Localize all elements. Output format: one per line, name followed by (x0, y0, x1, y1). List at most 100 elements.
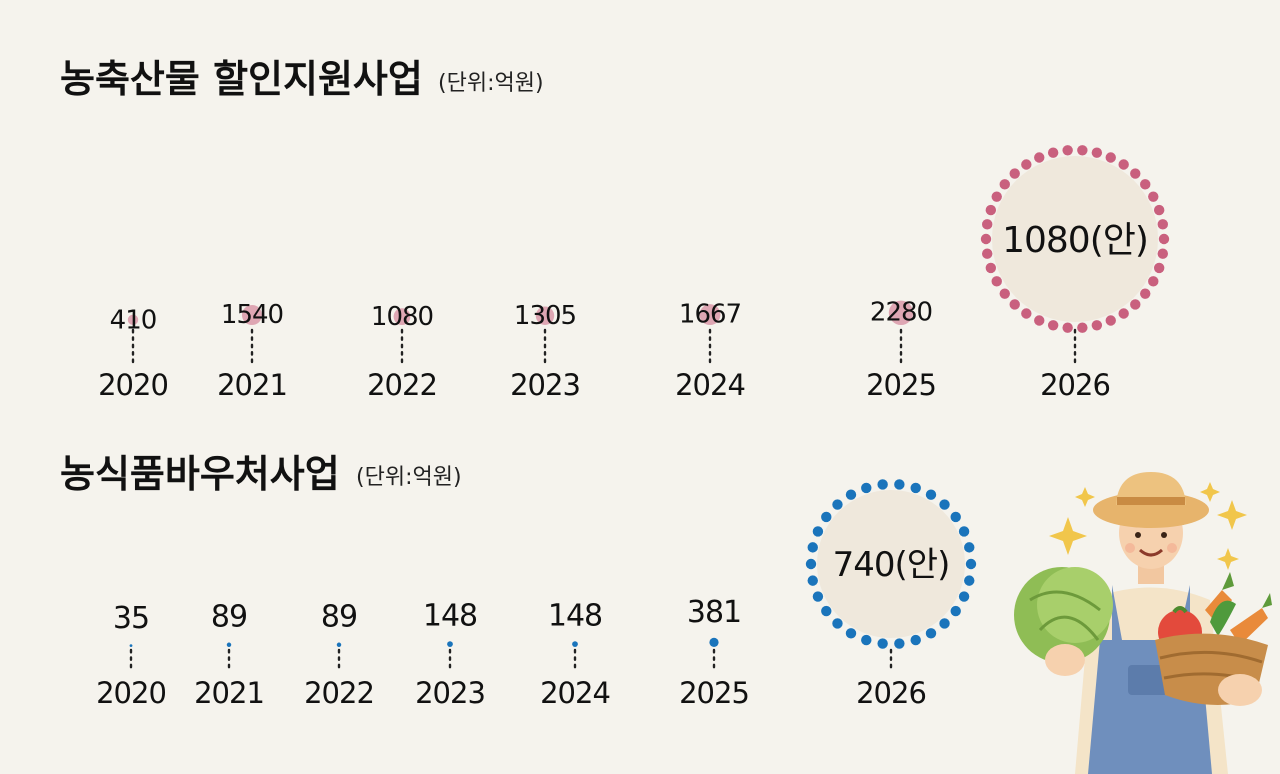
bubble (447, 641, 453, 647)
value-label: 1667 (679, 300, 741, 330)
border-dot (861, 482, 872, 494)
border-dot (1034, 315, 1045, 326)
border-dot (821, 511, 832, 523)
border-dot (807, 575, 818, 586)
proposed-bubble (817, 490, 965, 638)
border-dot (877, 479, 888, 490)
bubble (226, 642, 232, 647)
year-label: 2020 (98, 368, 168, 402)
border-dot (812, 526, 824, 537)
border-dot (1047, 147, 1059, 158)
proposed-bubble (992, 156, 1158, 322)
border-dot (1009, 299, 1020, 310)
border-dot (980, 233, 992, 245)
farmer-with-vegetables-illustration (1014, 472, 1272, 774)
proposed-dotted-border (805, 479, 977, 649)
year-label: 2025 (679, 676, 749, 710)
border-dot (1157, 248, 1168, 259)
bubble (709, 637, 719, 648)
year-label: 2026 (1040, 368, 1110, 402)
border-dot (939, 618, 950, 629)
border-dot (982, 219, 993, 230)
year-label: 2025 (866, 368, 936, 402)
year-label: 2022 (304, 676, 374, 710)
border-dot (991, 191, 1002, 202)
chart1-bubbles: 410 2020 1540 2021 1080 2022 1305 2023 1667 2024 2… (98, 145, 1170, 402)
border-dot (812, 591, 824, 602)
bubble (336, 642, 342, 647)
year-label: 2021 (194, 676, 264, 710)
border-dot (1062, 322, 1073, 333)
value-label: 1540 (221, 300, 283, 330)
border-dot (939, 499, 950, 510)
bubble (572, 641, 578, 647)
border-dot (925, 628, 937, 639)
border-dot (1077, 145, 1088, 156)
bubble (241, 304, 263, 325)
border-dot (1091, 147, 1103, 158)
border-dot (910, 634, 921, 646)
year-label: 2026 (856, 676, 926, 710)
value-label: 740(안) (833, 545, 950, 585)
border-dot (991, 276, 1002, 287)
chart2-unit: (단위:억원) (356, 465, 462, 490)
border-dot (861, 634, 872, 646)
year-label: 2023 (415, 676, 485, 710)
year-label: 2024 (540, 676, 610, 710)
proposed-dotted-border (980, 145, 1170, 333)
border-dot (1062, 145, 1073, 156)
border-dot (950, 605, 961, 617)
bubble (129, 644, 133, 648)
border-dot (845, 628, 857, 639)
border-dot (877, 638, 888, 649)
chart1-unit: (단위:억원) (438, 71, 544, 96)
year-label: 2024 (675, 368, 745, 402)
bubble (699, 304, 721, 325)
border-dot (958, 591, 970, 602)
border-dot (1091, 320, 1103, 331)
border-dot (832, 618, 843, 629)
chart2-bubbles: 35 2020 89 2021 89 2022 148 2023 148 2024 381 2025 7… (96, 479, 977, 710)
border-dot (1021, 159, 1032, 170)
border-dot (1118, 159, 1129, 170)
border-dot (1153, 262, 1165, 274)
border-dot (985, 262, 997, 274)
value-label: 89 (211, 600, 247, 635)
year-label: 2020 (96, 676, 166, 710)
border-dot (1047, 320, 1059, 331)
border-dot (894, 638, 905, 649)
border-dot (999, 179, 1010, 190)
year-label: 2022 (367, 368, 437, 402)
value-label: 410 (110, 306, 157, 336)
border-dot (1140, 288, 1151, 299)
bubble (535, 306, 555, 325)
border-dot (985, 204, 997, 216)
border-dot (1009, 168, 1020, 179)
border-dot (832, 499, 843, 510)
bubble (888, 300, 914, 325)
border-dot (925, 489, 937, 500)
year-label: 2021 (217, 368, 287, 402)
value-label: 1080(안) (1002, 220, 1148, 261)
border-dot (1148, 276, 1159, 287)
bubble (393, 308, 411, 325)
border-dot (964, 542, 975, 553)
value-label: 1305 (514, 301, 576, 331)
bubble (127, 314, 139, 326)
border-dot (965, 558, 977, 570)
border-dot (958, 526, 970, 537)
border-dot (1157, 219, 1168, 230)
value-label: 148 (423, 598, 477, 633)
border-dot (964, 575, 975, 586)
border-dot (821, 605, 832, 617)
value-label: 1080 (371, 302, 433, 332)
value-label: 381 (687, 595, 741, 630)
border-dot (1140, 179, 1151, 190)
border-dot (807, 542, 818, 553)
border-dot (1148, 191, 1159, 202)
border-dot (1105, 315, 1116, 326)
value-label: 148 (548, 598, 602, 633)
chart1-title: 농축산물 할인지원사업 (60, 57, 423, 101)
border-dot (1130, 168, 1141, 179)
